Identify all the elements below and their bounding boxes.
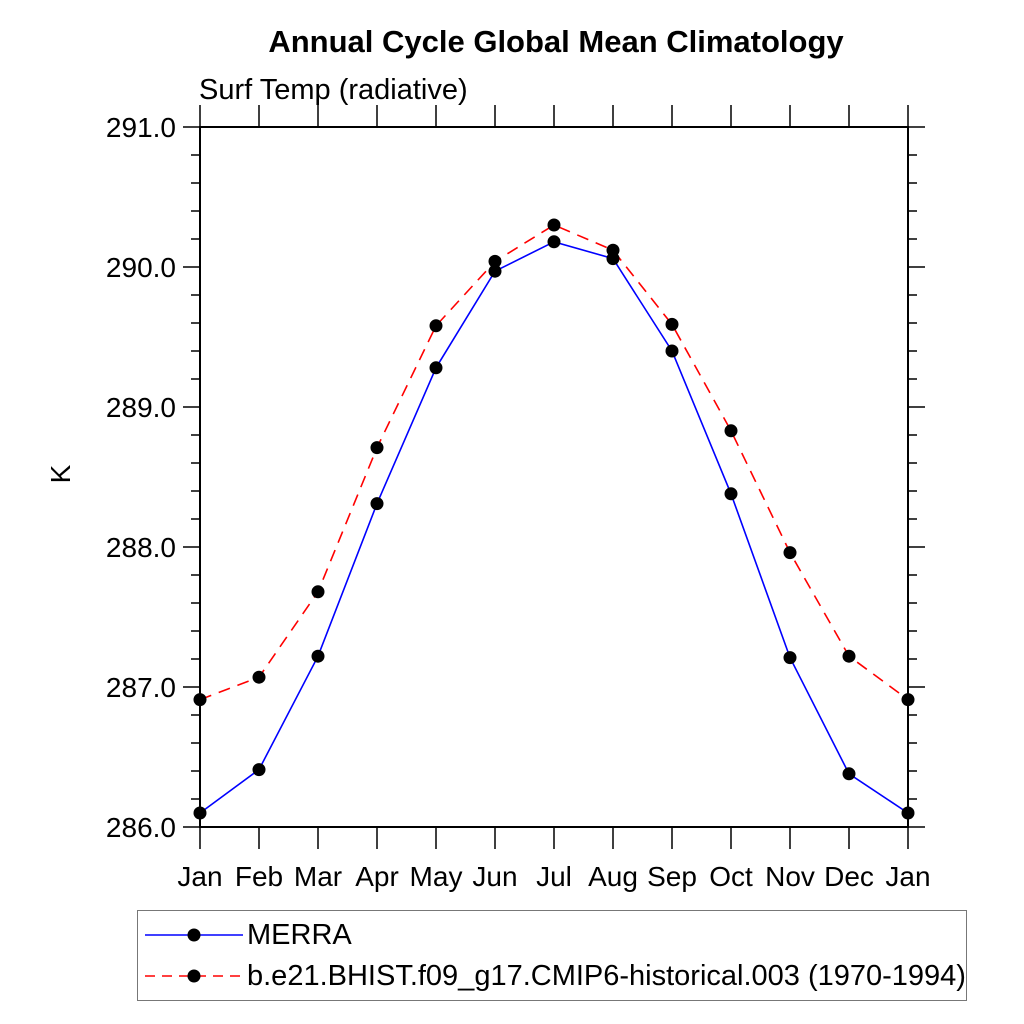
svg-text:288.0: 288.0 bbox=[106, 532, 176, 563]
svg-text:291.0: 291.0 bbox=[106, 112, 176, 143]
svg-text:287.0: 287.0 bbox=[106, 672, 176, 703]
legend-label-model: b.e21.BHIST.f09_g17.CMIP6-historical.003… bbox=[247, 959, 966, 992]
svg-text:Jan: Jan bbox=[885, 861, 930, 892]
legend-row-model: b.e21.BHIST.f09_g17.CMIP6-historical.003… bbox=[143, 956, 966, 997]
model-line-swatch bbox=[145, 969, 243, 983]
legend-label-merra: MERRA bbox=[247, 918, 352, 951]
merra-line-swatch bbox=[145, 928, 243, 942]
svg-text:Jul: Jul bbox=[536, 861, 572, 892]
svg-text:Mar: Mar bbox=[294, 861, 342, 892]
svg-text:Aug: Aug bbox=[588, 861, 638, 892]
legend-row-merra: MERRA bbox=[143, 915, 966, 956]
svg-text:Dec: Dec bbox=[824, 861, 874, 892]
svg-text:Jun: Jun bbox=[472, 861, 517, 892]
chart-subtitle: Surf Temp (radiative) bbox=[199, 74, 468, 106]
svg-text:Nov: Nov bbox=[765, 861, 815, 892]
svg-text:May: May bbox=[410, 861, 463, 892]
legend: MERRA b.e21.BHIST.f09_g17.CMIP6-historic… bbox=[137, 910, 967, 1001]
svg-text:Feb: Feb bbox=[235, 861, 283, 892]
svg-text:290.0: 290.0 bbox=[106, 252, 176, 283]
svg-text:Apr: Apr bbox=[355, 861, 399, 892]
svg-text:Jan: Jan bbox=[177, 861, 222, 892]
svg-text:Oct: Oct bbox=[709, 861, 753, 892]
svg-text:289.0: 289.0 bbox=[106, 392, 176, 423]
chart-title: Annual Cycle Global Mean Climatology bbox=[268, 24, 844, 59]
svg-text:286.0: 286.0 bbox=[106, 812, 176, 843]
svg-text:Sep: Sep bbox=[647, 861, 697, 892]
